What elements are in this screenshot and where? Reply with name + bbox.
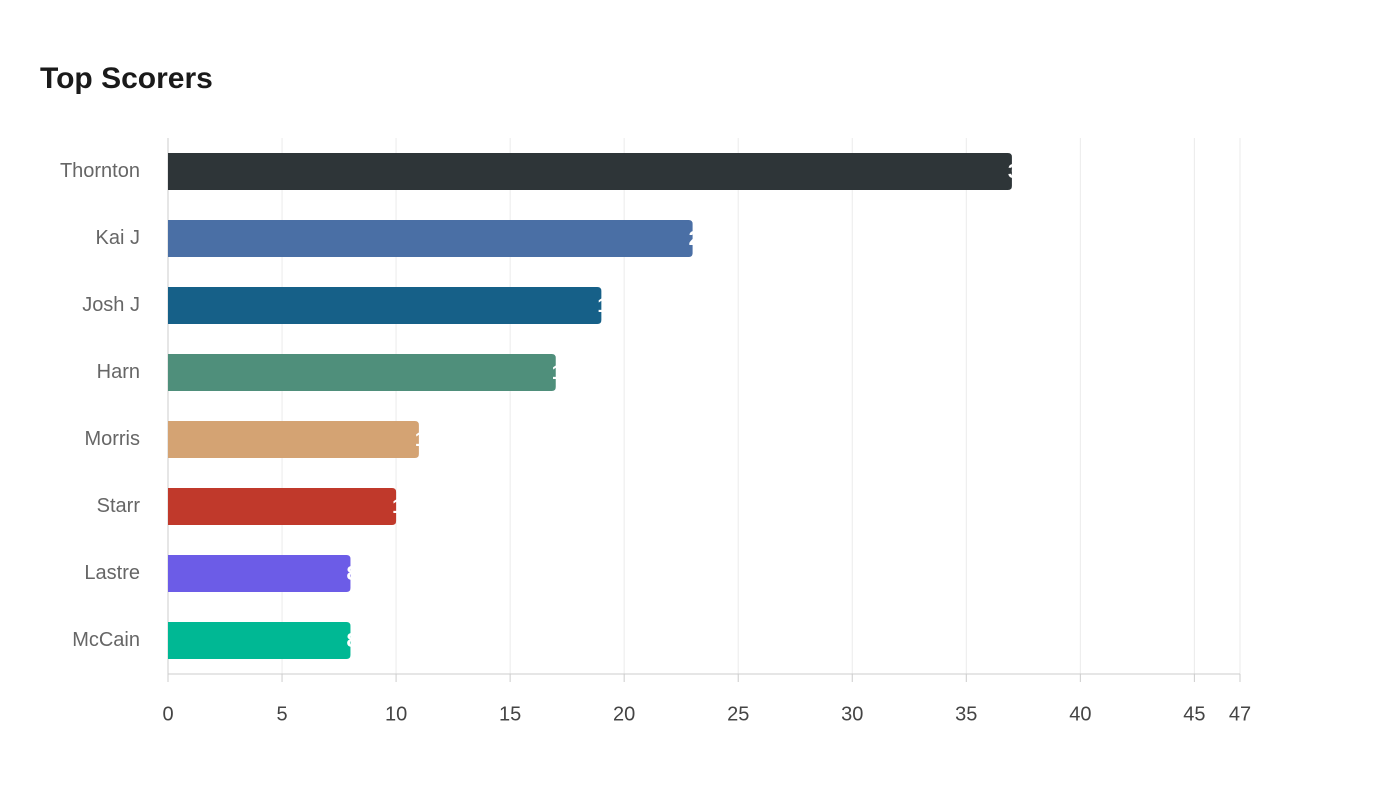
value-label: 8 <box>346 630 357 652</box>
x-tick-label: 47 <box>1229 703 1251 725</box>
value-label: 17 <box>552 362 574 384</box>
y-tick-label: Harn <box>97 361 140 383</box>
x-tick-label: 40 <box>1069 703 1091 725</box>
value-label: 8 <box>346 563 357 585</box>
y-tick-label: Thornton <box>60 160 140 182</box>
x-tick-label: 20 <box>613 703 635 725</box>
y-tick-label: Starr <box>97 495 141 517</box>
bar <box>168 220 693 257</box>
x-tick-label: 5 <box>276 703 287 725</box>
x-tick-label: 0 <box>162 703 173 725</box>
value-label: 19 <box>597 295 619 317</box>
chart-title: Top Scorers <box>40 62 213 95</box>
value-label: 11 <box>415 429 436 451</box>
x-tick-label: 45 <box>1183 703 1205 725</box>
y-tick-label: Josh J <box>82 294 140 316</box>
x-tick-label: 25 <box>727 703 749 725</box>
bar <box>168 488 397 525</box>
bar <box>168 555 351 592</box>
bar <box>168 622 351 659</box>
y-tick-label: McCain <box>72 629 140 651</box>
y-tick-label: Morris <box>84 428 140 450</box>
value-label: 10 <box>392 496 414 518</box>
x-tick-label: 30 <box>841 703 863 725</box>
value-label: 23 <box>689 228 711 250</box>
x-tick-label: 35 <box>955 703 977 725</box>
bar <box>168 153 1012 190</box>
x-tick-label: 10 <box>385 703 407 725</box>
bar <box>168 287 602 324</box>
x-tick-label: 15 <box>499 703 521 725</box>
y-tick-label: Lastre <box>84 562 140 584</box>
y-tick-label: Kai J <box>96 227 140 249</box>
value-label: 37 <box>1008 161 1030 183</box>
bar <box>168 354 556 391</box>
bar <box>168 421 419 458</box>
